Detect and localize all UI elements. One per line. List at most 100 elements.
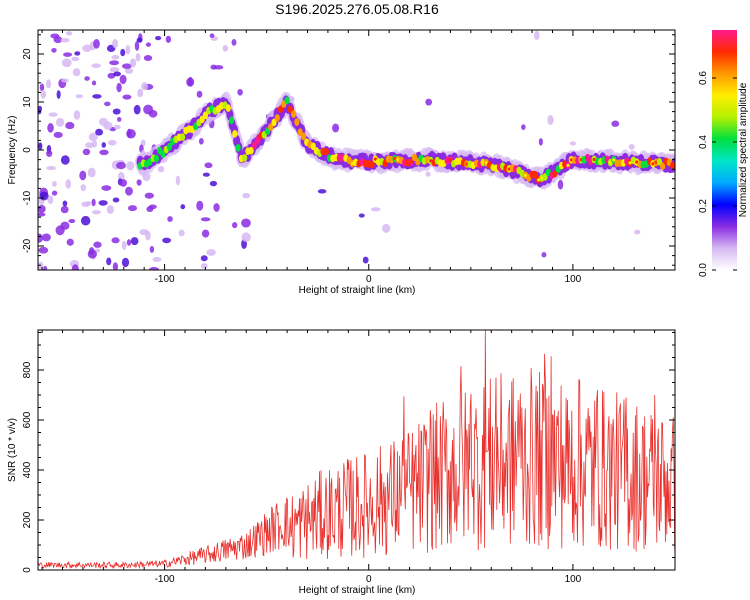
noise-blob xyxy=(40,89,47,99)
noise-blob xyxy=(125,44,131,55)
colorbar-tick-label: 0.6 xyxy=(698,71,709,85)
noise-blob xyxy=(88,132,98,142)
noise-blob xyxy=(91,63,102,68)
noise-blob xyxy=(47,195,54,205)
colorbar-label: Normalized spectral amplitude xyxy=(738,82,749,217)
x-tick-label: 100 xyxy=(565,274,582,285)
noise-blob xyxy=(116,82,122,93)
ridge-peak xyxy=(628,161,632,165)
noise-blob xyxy=(60,155,70,165)
noise-blob xyxy=(104,101,111,107)
ridge-core xyxy=(277,105,284,114)
noise-blob xyxy=(60,37,70,43)
ridge-peak xyxy=(566,163,570,167)
ridge-core xyxy=(284,96,290,105)
noise-blob xyxy=(60,205,69,214)
noise-blob xyxy=(152,257,162,262)
noise-blob xyxy=(79,170,87,181)
ridge-core xyxy=(251,141,258,149)
noise-blob xyxy=(119,179,128,187)
noise-blob xyxy=(38,105,43,112)
noise-blob xyxy=(547,115,554,125)
snr-y-label: SNR (10 * v/v) xyxy=(7,418,18,482)
noise-blob xyxy=(93,38,100,49)
ridge-peak xyxy=(448,158,453,162)
noise-blob xyxy=(38,261,44,270)
ridge-core xyxy=(369,160,375,169)
spectrogram-frame xyxy=(37,29,676,271)
noise-blob xyxy=(149,267,159,270)
x-tick-label: 100 xyxy=(565,574,582,585)
ridge-core xyxy=(542,173,548,181)
noise-blob xyxy=(120,48,126,57)
noise-blob xyxy=(106,204,115,214)
noise-blob xyxy=(38,212,46,217)
noise-blob xyxy=(38,142,43,151)
noise-blob xyxy=(53,131,63,139)
noise-blob xyxy=(125,186,133,196)
ridge-core xyxy=(287,105,293,114)
noise-blob xyxy=(370,207,381,212)
ridge-peak xyxy=(373,157,377,161)
noise-blob xyxy=(80,215,91,226)
ridge-core xyxy=(532,170,538,179)
noise-blob xyxy=(127,205,138,212)
noise-blob xyxy=(55,117,65,127)
noise-blob xyxy=(55,225,65,236)
noise-blob xyxy=(148,204,157,210)
noise-blob xyxy=(39,83,45,92)
noise-blob xyxy=(109,67,120,73)
colorbar-ticks: 0.0 0.2 0.4 0.6 xyxy=(698,71,737,277)
noise-blob xyxy=(134,40,140,51)
noise-blob xyxy=(557,179,564,190)
colorbar-tick-label: 0.0 xyxy=(698,263,709,277)
noise-blob xyxy=(198,137,204,145)
noise-blob xyxy=(108,139,117,146)
noise-blob xyxy=(157,165,165,173)
noise-blob xyxy=(81,201,91,207)
noise-blob xyxy=(93,241,102,248)
noise-blob xyxy=(162,237,172,244)
spectrogram-x-label: Height of straight line (km) xyxy=(299,285,416,296)
noise-blob xyxy=(209,180,218,187)
noise-blob xyxy=(130,237,139,246)
noise-blob xyxy=(200,255,208,262)
noise-blob xyxy=(121,257,130,268)
x-tick-label: -100 xyxy=(155,574,175,585)
ridge-core xyxy=(323,147,329,156)
ridge-core xyxy=(228,116,235,125)
noise-blob xyxy=(136,179,142,186)
noise-blob xyxy=(50,33,60,39)
noise-blob xyxy=(241,218,251,228)
noise-blob xyxy=(51,180,57,187)
colorbar: 0.0 0.2 0.4 0.6 Normalized spectral amplitu… xyxy=(698,30,749,277)
noise-blob xyxy=(74,51,81,56)
noise-blob xyxy=(71,56,80,62)
ridge-peak xyxy=(635,160,639,164)
noise-blob xyxy=(39,191,49,201)
ridge-peak xyxy=(409,160,413,164)
x-tick-label: 0 xyxy=(366,274,372,285)
y-tick-label: -20 xyxy=(22,238,33,253)
noise-blob xyxy=(145,42,152,47)
noise-blob xyxy=(91,210,102,215)
noise-blob xyxy=(82,44,92,53)
noise-blob xyxy=(72,68,81,77)
spectrogram-y-label: Frequency (Hz) xyxy=(7,116,18,185)
ridge-core xyxy=(255,136,261,144)
ridge-core xyxy=(552,169,558,178)
noise-blob xyxy=(213,203,220,212)
snr-panel: -100 0 100 0 200 400 600 800 Height of straight… xyxy=(7,329,676,596)
noise-blob xyxy=(180,204,186,210)
colorbar-tick-label: 0.4 xyxy=(698,135,709,149)
ridge-core xyxy=(232,130,238,138)
figure-title: S196.2025.276.05.08.R16 xyxy=(275,1,439,17)
noise-blob xyxy=(124,68,134,74)
snr-series-line xyxy=(38,330,675,570)
ridge-core xyxy=(153,154,160,163)
noise-blob xyxy=(241,232,251,243)
x-tick-label: -100 xyxy=(155,274,175,285)
y-tick-label: 400 xyxy=(22,461,33,478)
colorbar-scale xyxy=(712,30,737,270)
noise-blob xyxy=(165,35,172,43)
